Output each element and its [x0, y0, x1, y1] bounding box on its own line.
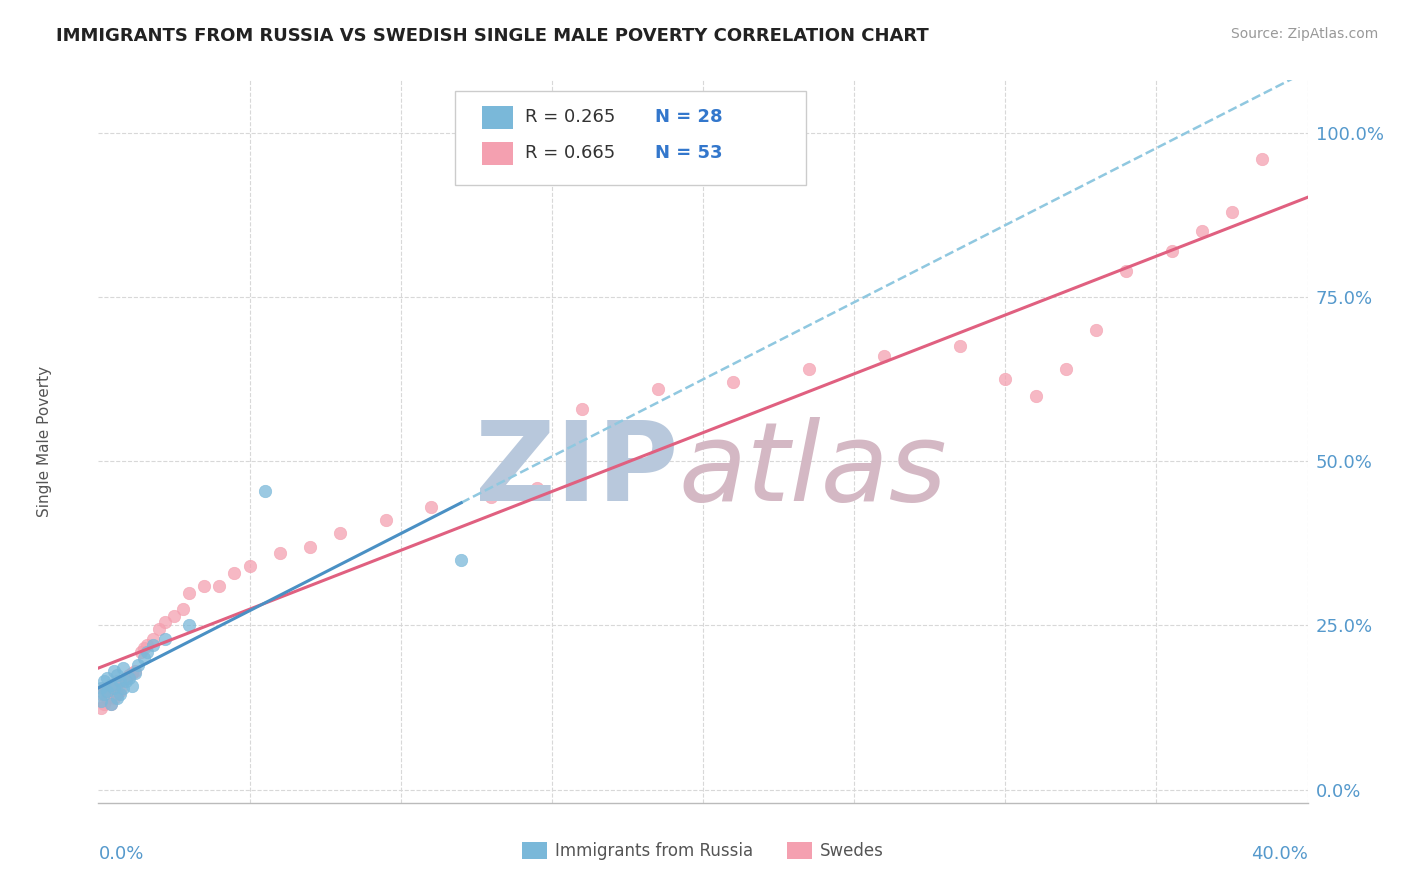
FancyBboxPatch shape — [482, 105, 513, 128]
Point — [93, 698, 115, 712]
Point — [142, 638, 165, 652]
Point — [208, 579, 231, 593]
Point — [114, 671, 136, 685]
Point — [153, 615, 176, 630]
Point — [111, 661, 134, 675]
Point — [329, 526, 352, 541]
Point — [374, 513, 396, 527]
FancyBboxPatch shape — [456, 91, 806, 185]
Point — [526, 481, 548, 495]
Point — [108, 687, 131, 701]
Point — [93, 674, 115, 689]
Point — [90, 694, 112, 708]
Point — [193, 579, 215, 593]
Point — [797, 362, 820, 376]
Text: N = 28: N = 28 — [655, 108, 723, 126]
Point — [239, 559, 262, 574]
Point — [1054, 362, 1077, 376]
Point — [111, 681, 134, 695]
Point — [118, 671, 141, 685]
Point — [571, 401, 593, 416]
Point — [153, 632, 176, 646]
Point — [108, 674, 131, 689]
Point — [132, 641, 155, 656]
Point — [1115, 264, 1137, 278]
Point — [450, 553, 472, 567]
Point — [103, 681, 125, 695]
Point — [1251, 152, 1274, 166]
Point — [481, 491, 503, 505]
Point — [100, 698, 122, 712]
Text: 0.0%: 0.0% — [98, 846, 143, 863]
Point — [100, 698, 122, 712]
Point — [108, 684, 131, 698]
Point — [127, 657, 149, 672]
Point — [103, 677, 125, 691]
Point — [90, 681, 112, 695]
Text: R = 0.265: R = 0.265 — [526, 108, 616, 126]
Point — [103, 665, 125, 679]
Text: Single Male Poverty: Single Male Poverty — [37, 366, 52, 517]
Point — [172, 602, 194, 616]
Point — [100, 684, 122, 698]
Legend: Immigrants from Russia, Swedes: Immigrants from Russia, Swedes — [516, 835, 890, 867]
Point — [142, 632, 165, 646]
Text: N = 53: N = 53 — [655, 145, 723, 162]
Point — [129, 645, 152, 659]
Point — [93, 681, 115, 695]
Point — [103, 690, 125, 705]
Point — [105, 687, 128, 701]
Point — [873, 349, 896, 363]
Point — [100, 677, 122, 691]
Point — [1220, 204, 1243, 219]
Point — [420, 500, 443, 515]
Point — [96, 684, 118, 698]
Text: 40.0%: 40.0% — [1251, 846, 1308, 863]
Point — [132, 651, 155, 665]
Point — [121, 679, 143, 693]
Point — [1160, 244, 1182, 258]
Point — [994, 372, 1017, 386]
Point — [163, 608, 186, 623]
Point — [179, 585, 201, 599]
Point — [105, 667, 128, 681]
Text: Source: ZipAtlas.com: Source: ZipAtlas.com — [1230, 27, 1378, 41]
Point — [90, 687, 112, 701]
Point — [114, 674, 136, 689]
Text: R = 0.665: R = 0.665 — [526, 145, 616, 162]
Point — [179, 618, 201, 632]
Point — [253, 483, 276, 498]
Point — [1085, 323, 1108, 337]
Point — [723, 376, 745, 390]
Point — [124, 665, 146, 680]
Point — [105, 690, 128, 705]
Point — [135, 638, 157, 652]
Point — [1024, 388, 1046, 402]
Text: ZIP: ZIP — [475, 417, 679, 524]
Point — [135, 645, 157, 659]
Point — [647, 382, 669, 396]
Point — [224, 566, 246, 580]
Point — [93, 687, 115, 701]
Point — [96, 690, 118, 705]
Point — [269, 546, 291, 560]
Point — [1191, 224, 1213, 238]
Text: atlas: atlas — [679, 417, 948, 524]
Point — [90, 700, 112, 714]
Point — [105, 674, 128, 689]
FancyBboxPatch shape — [482, 142, 513, 165]
Point — [118, 667, 141, 681]
Point — [111, 674, 134, 689]
Text: IMMIGRANTS FROM RUSSIA VS SWEDISH SINGLE MALE POVERTY CORRELATION CHART: IMMIGRANTS FROM RUSSIA VS SWEDISH SINGLE… — [56, 27, 929, 45]
Point — [299, 540, 322, 554]
Point — [96, 681, 118, 695]
Point — [148, 622, 170, 636]
Point — [121, 665, 143, 680]
Point — [96, 671, 118, 685]
Point — [124, 665, 146, 679]
Point — [949, 339, 972, 353]
